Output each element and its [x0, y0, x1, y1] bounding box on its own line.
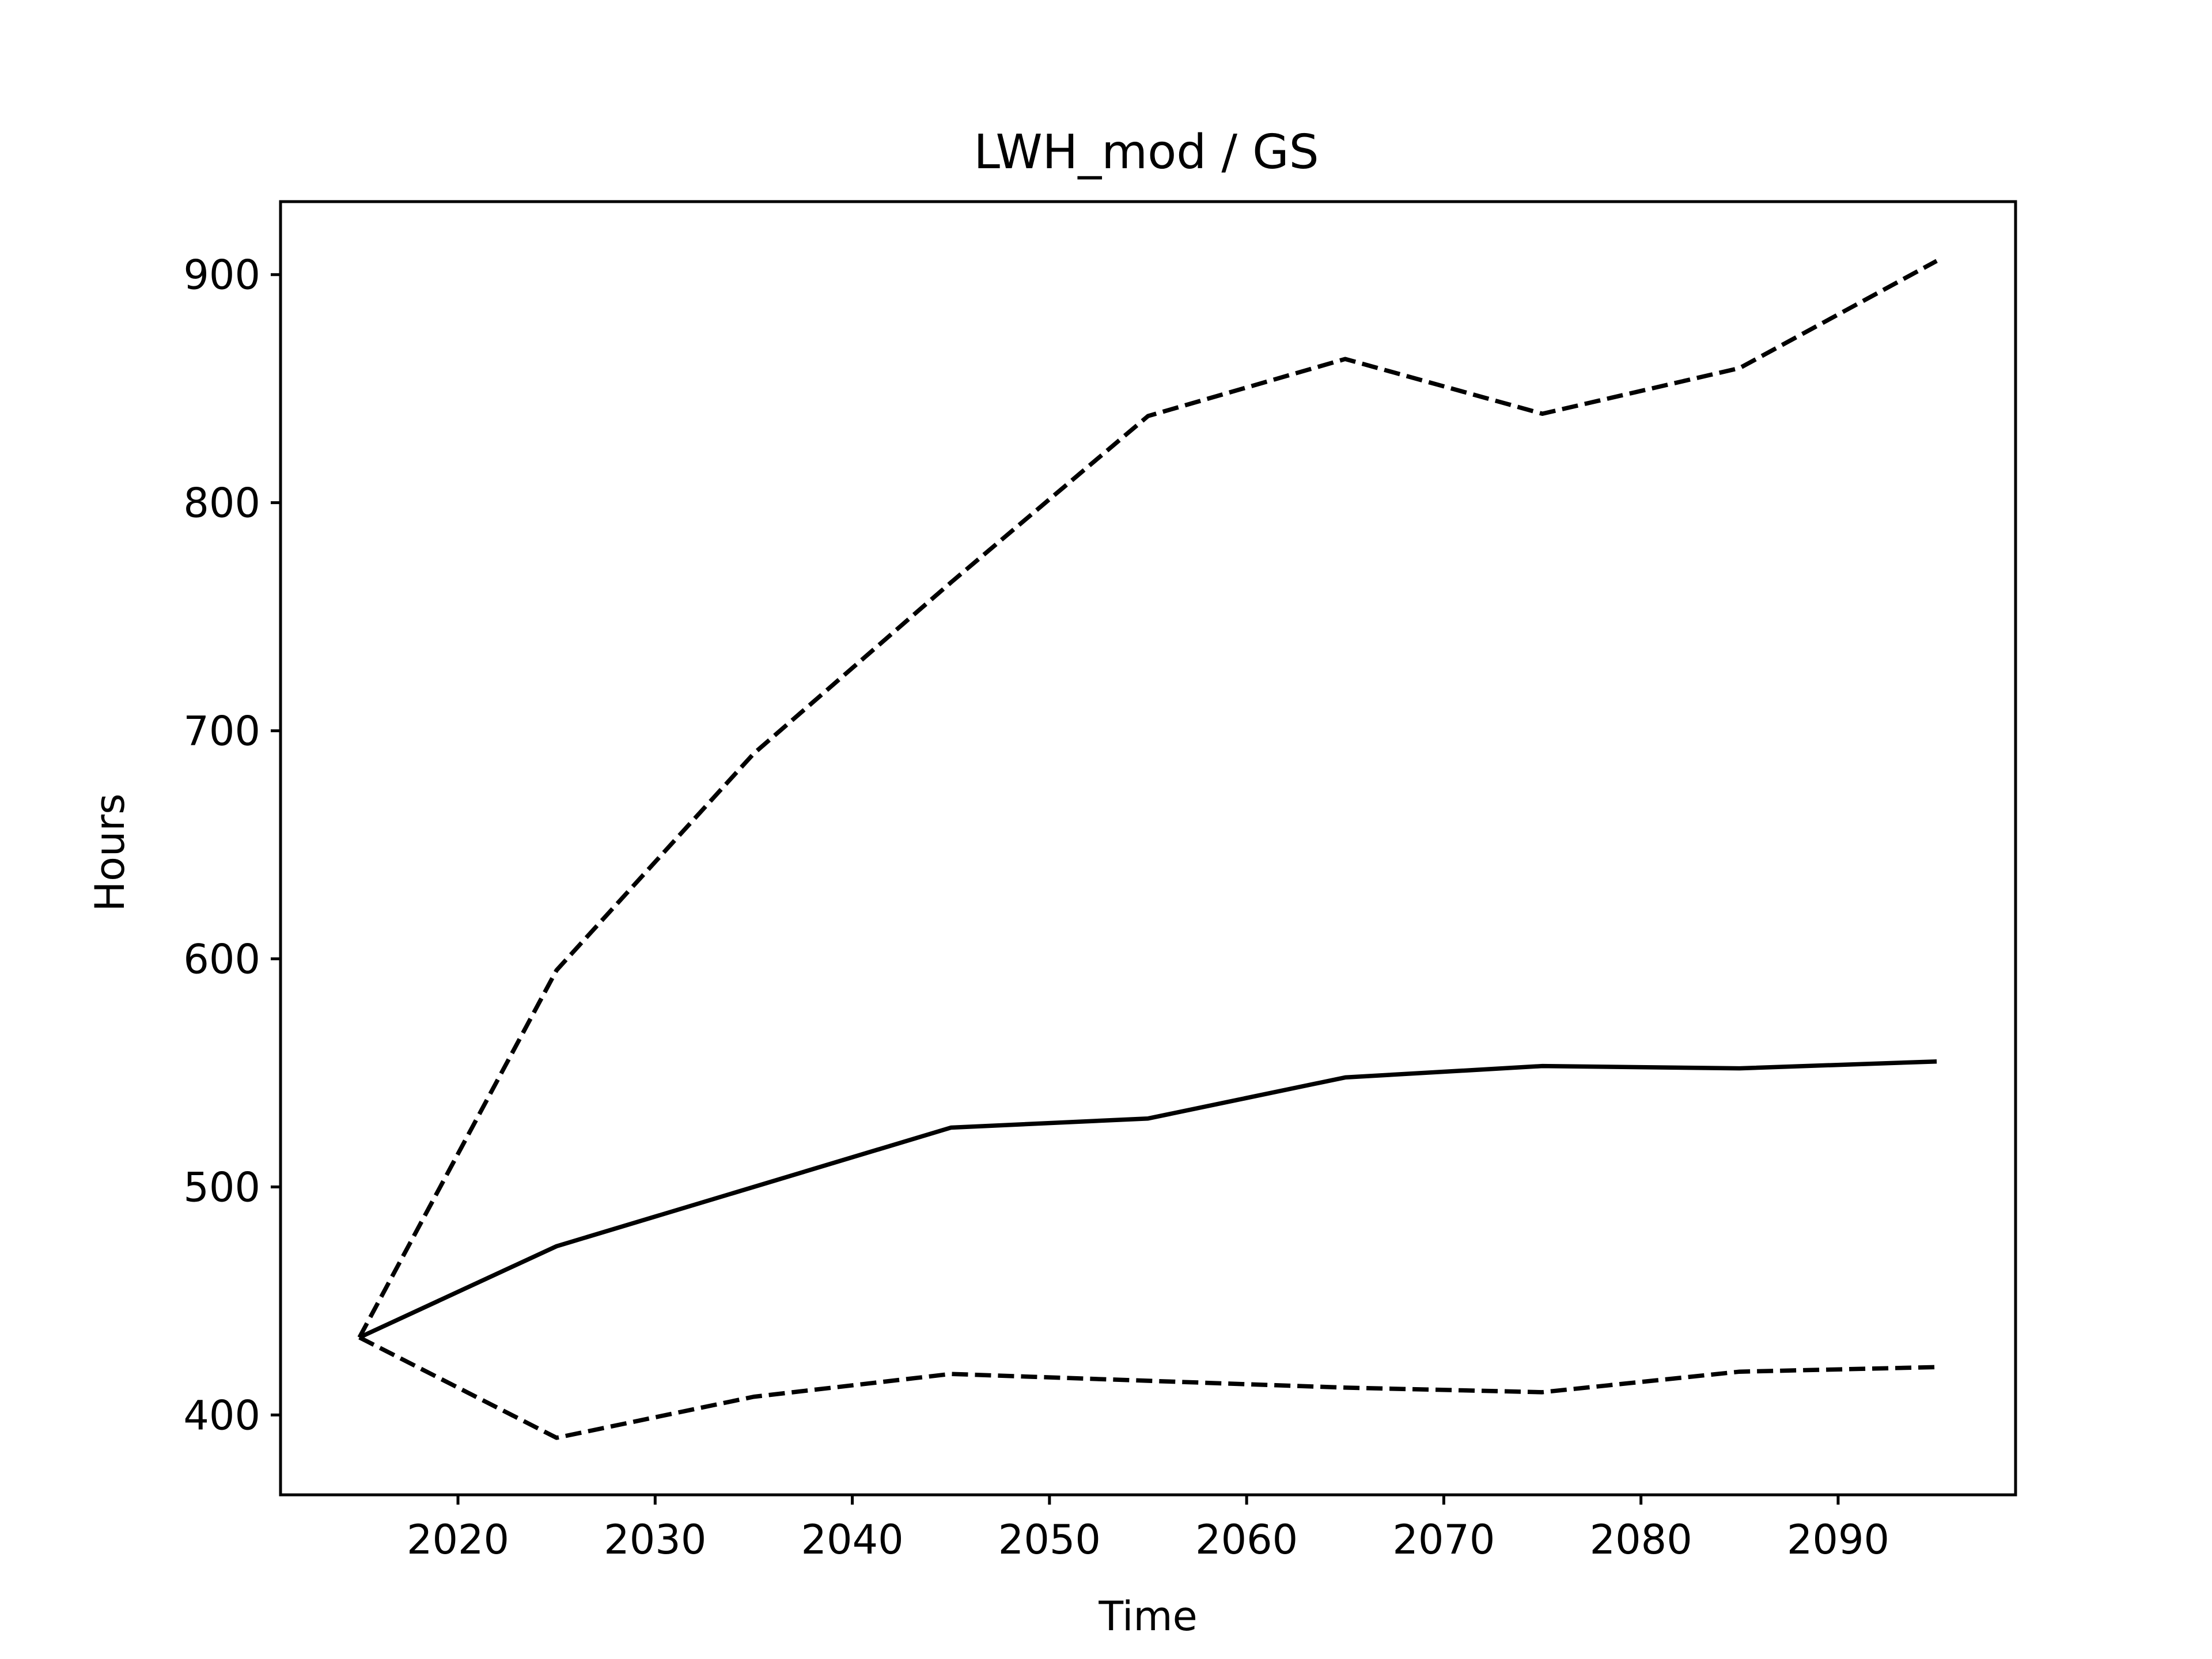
- x-tick-label: 2050: [998, 1516, 1101, 1563]
- y-axis-label: Hours: [86, 793, 134, 911]
- x-tick-label: 2080: [1590, 1516, 1692, 1563]
- series-line-3: [358, 1335, 1937, 1440]
- y-tick-label: 900: [183, 252, 260, 299]
- y-tick-label: 400: [183, 1392, 260, 1439]
- series-line-2: [357, 259, 1938, 1339]
- y-tick-label: 600: [183, 936, 260, 983]
- x-tick-label: 2090: [1787, 1516, 1889, 1563]
- plot-frame: [279, 200, 2017, 1497]
- x-tick-label: 2070: [1392, 1516, 1495, 1563]
- x-axis-label: Time: [1098, 1593, 1197, 1640]
- y-tick-label: 700: [183, 708, 260, 755]
- x-tick-label: 2020: [407, 1516, 509, 1563]
- x-tick-label: 2040: [801, 1516, 904, 1563]
- x-tick-label: 2030: [604, 1516, 706, 1563]
- y-tick-label: 500: [183, 1164, 260, 1211]
- y-axis: 400 500 600 700 800 900: [183, 252, 281, 1439]
- series-line-1: [358, 1059, 1937, 1340]
- chart-title: LWH_mod / GS: [974, 125, 1319, 180]
- x-axis: 2020 2030 2040 2050 2060 2070 2080 2090: [407, 1495, 1889, 1563]
- y-tick-label: 800: [183, 480, 260, 527]
- x-tick-label: 2060: [1195, 1516, 1298, 1563]
- series-layer: [357, 259, 1938, 1440]
